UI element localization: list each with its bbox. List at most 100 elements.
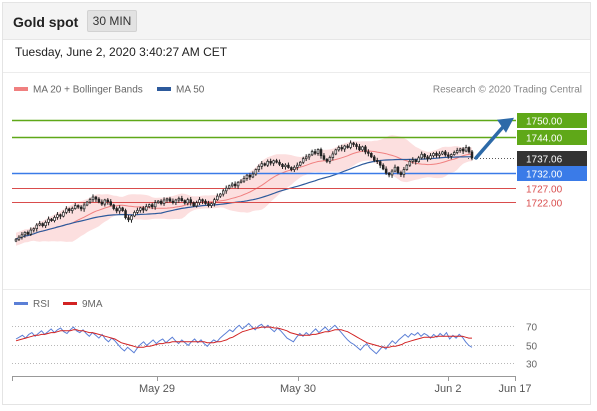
candle [307, 154, 311, 158]
candle [171, 200, 175, 203]
candle [367, 151, 370, 154]
candle [222, 190, 225, 195]
candle [236, 181, 240, 187]
candle [204, 200, 207, 204]
forecast-arrow-head [497, 117, 514, 133]
rsi-plot: 70 50 30 [12, 323, 538, 371]
rsi-tick-label: 30 [526, 360, 538, 371]
candle [85, 201, 89, 206]
candle [147, 204, 151, 207]
candle [210, 203, 213, 206]
candle [417, 157, 420, 162]
candle [364, 146, 367, 153]
candle [444, 151, 447, 156]
candle [361, 146, 364, 151]
candle [174, 199, 178, 203]
candle [14, 238, 18, 242]
candle [260, 163, 264, 167]
candle [56, 214, 59, 218]
candle [396, 166, 400, 173]
candle [423, 153, 426, 158]
candle [370, 153, 373, 158]
candle [183, 200, 187, 204]
header-bar: Gold spot 30 MIN [3, 3, 590, 40]
candle [467, 147, 471, 153]
timeframe-button[interactable]: 30 MIN [87, 10, 137, 32]
candle [316, 149, 320, 154]
candle [452, 152, 456, 155]
candle [94, 196, 98, 200]
candle [76, 205, 80, 208]
candle [293, 166, 296, 170]
divider [3, 72, 590, 73]
candle [322, 155, 326, 160]
resistance-level-tag [517, 130, 587, 145]
candle [139, 207, 142, 211]
candle [310, 151, 314, 156]
candle [201, 199, 204, 202]
candle [47, 218, 50, 223]
candle [375, 160, 379, 162]
candle [133, 212, 136, 217]
candle [79, 206, 83, 210]
candle [432, 153, 435, 157]
candle [165, 198, 169, 201]
ma50-label: MA 50 [176, 85, 205, 96]
pivot-level-tag [517, 166, 587, 181]
candle [411, 159, 415, 162]
candle [287, 164, 290, 168]
time-axis-label: Jun 17 [498, 383, 531, 395]
candle [109, 201, 113, 206]
rsi-tick-label: 70 [526, 323, 538, 334]
candle [340, 147, 343, 150]
candle [68, 208, 71, 211]
rsi-ma-swatch [63, 302, 77, 305]
timestamp: Tuesday, June 2, 2020 3:40:27 AM CET [15, 45, 228, 59]
candle [325, 158, 329, 162]
instrument-title: Gold spot [13, 14, 79, 30]
candle [441, 151, 444, 155]
candle [224, 187, 228, 192]
candle [162, 199, 166, 204]
candle [32, 228, 36, 231]
candle [103, 199, 107, 205]
candle [17, 236, 21, 240]
candle [384, 168, 388, 174]
time-axis-label: May 29 [139, 383, 175, 395]
candle [38, 223, 41, 226]
candle [26, 232, 30, 235]
candle [192, 202, 195, 207]
candle [73, 205, 77, 209]
candle [189, 199, 192, 203]
candle [91, 196, 95, 201]
price-plot: 1750.00 1744.00 1737.06 1732.00 1727.00 1722.… [12, 113, 587, 246]
ma50-line [15, 156, 473, 240]
candle [352, 142, 355, 145]
candle [429, 155, 432, 160]
candle [328, 157, 332, 162]
rsi-label: RSI [33, 299, 50, 310]
forecast-arrow [474, 124, 506, 160]
candle [230, 183, 234, 187]
time-axis-label: Jun 2 [435, 383, 462, 395]
candle [402, 169, 406, 175]
candle [53, 217, 56, 221]
candle [153, 202, 157, 208]
candle [186, 199, 190, 204]
rsi-ma-label: 9MA [82, 299, 103, 310]
ma20-swatch [14, 87, 28, 91]
candle [156, 200, 160, 203]
candle [464, 147, 468, 152]
candle [458, 148, 462, 151]
candle [213, 199, 216, 204]
candle [142, 207, 145, 211]
candle [349, 142, 352, 148]
legend-rsi: RSI [14, 299, 50, 310]
candle [266, 160, 269, 166]
pivot-level-label: 1732.00 [526, 170, 563, 181]
candle [35, 224, 38, 229]
candle [346, 145, 349, 148]
candle [435, 153, 438, 156]
candle [115, 208, 118, 212]
